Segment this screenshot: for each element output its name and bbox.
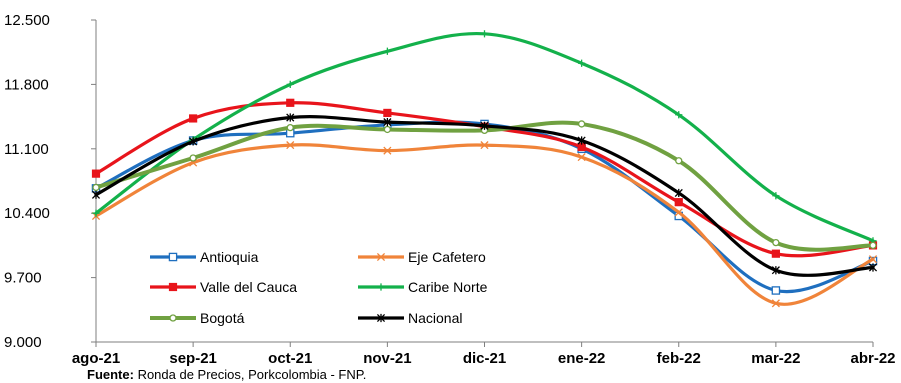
legend-label: Antioquia [200, 249, 259, 265]
data-point [577, 153, 586, 162]
y-tick-label: 10.400 [4, 205, 50, 222]
chart-series [91, 30, 878, 308]
data-point [480, 141, 489, 150]
data-point [675, 157, 683, 165]
data-point [383, 47, 391, 55]
legend-item: Bogotá [150, 310, 245, 326]
legend-marker [169, 314, 177, 322]
legend-marker [376, 252, 386, 262]
data-point [383, 118, 392, 127]
data-point [286, 123, 294, 132]
data-point [286, 113, 295, 122]
data-point [189, 114, 198, 123]
data-point [286, 98, 295, 107]
series-bogota [92, 120, 877, 252]
y-tick-label: 9.000 [4, 334, 42, 351]
data-point [383, 108, 392, 118]
data-point [674, 198, 683, 207]
data-point [675, 111, 683, 119]
y-tick-label: 12.500 [4, 12, 50, 29]
data-point [189, 137, 198, 146]
legend-label: Valle del Cauca [200, 279, 297, 295]
data-point [92, 183, 100, 192]
legend-label: Bogotá [200, 310, 245, 326]
legend-label: Nacional [408, 310, 462, 326]
source-label: Fuente: [87, 367, 134, 382]
data-point [383, 146, 392, 155]
data-point [771, 286, 781, 295]
data-point [771, 249, 780, 258]
legend-marker [376, 313, 386, 323]
x-tick-label: ene-22 [558, 350, 606, 367]
legend-item: Antioquia [150, 249, 259, 265]
data-point [286, 141, 295, 150]
data-point [869, 241, 877, 250]
y-tick-label: 9.700 [4, 270, 42, 287]
series-eje-cafetero [91, 141, 878, 308]
legend-item: Valle del Cauca [150, 279, 297, 295]
legend-item: Eje Cafetero [358, 249, 486, 265]
chart-legend: Antioquia Eje Cafetero Valle del Cauca Cari… [150, 249, 488, 326]
series-line [94, 120, 875, 294]
legend-label: Eje Cafetero [408, 249, 486, 265]
x-tick-label: dic-21 [463, 350, 506, 367]
data-point [480, 30, 489, 38]
legend-marker [168, 252, 178, 262]
data-point [771, 299, 780, 308]
series-line [94, 120, 875, 252]
x-tick-label: oct-21 [268, 350, 312, 367]
x-tick-label: nov-21 [363, 350, 411, 367]
x-tick-label: feb-22 [657, 350, 701, 367]
source-text: Ronda de Precios, Porkcolombia - FNP. [133, 367, 367, 382]
y-tick-label: 11.800 [4, 76, 49, 93]
legend-marker [168, 282, 178, 292]
x-tick-label: sep-21 [169, 350, 217, 367]
x-tick-label: abr-22 [850, 350, 895, 367]
data-point [578, 59, 586, 67]
legend-label: Caribe Norte [408, 279, 488, 295]
data-point [286, 80, 294, 88]
source-note: Fuente: Ronda de Precios, Porkcolombia -… [87, 367, 366, 382]
data-point [674, 208, 683, 217]
legend-marker [377, 283, 385, 291]
data-point [868, 263, 878, 272]
data-point [674, 188, 683, 198]
data-point [189, 154, 197, 162]
data-point [772, 238, 780, 247]
data-point [480, 121, 489, 130]
data-point [383, 125, 392, 134]
data-point [772, 192, 780, 200]
series-caribe-norte [92, 30, 877, 245]
data-point [868, 255, 878, 264]
series-line [94, 143, 875, 306]
data-point [577, 136, 586, 145]
y-tick-label: 11.100 [4, 141, 49, 158]
x-tick-label: ago-21 [72, 350, 120, 367]
data-point [577, 120, 586, 128]
legend-item: Nacional [358, 310, 462, 326]
data-point [771, 266, 780, 275]
data-point [91, 190, 101, 199]
x-tick-label: mar-22 [751, 350, 800, 367]
legend-item: Caribe Norte [358, 279, 488, 295]
data-point [91, 169, 101, 178]
series-nacional [91, 113, 878, 277]
chart-axes: 9.000 9.700 10.400 11.100 11.800 12.500 ago-21… [4, 12, 896, 367]
data-point [92, 209, 100, 217]
